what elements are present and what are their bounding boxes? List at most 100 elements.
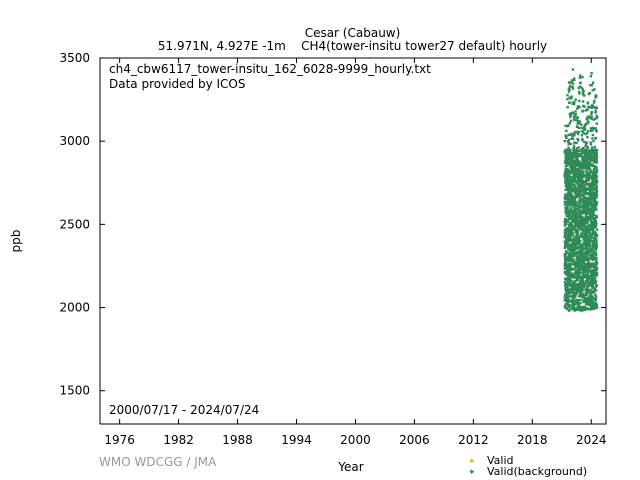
data-point [589,169,592,173]
data-point [585,212,589,216]
data-point [587,162,591,166]
data-point [584,264,587,268]
data-point [564,183,568,186]
data-point [565,161,568,164]
data-point [583,140,586,143]
data-point [581,186,584,189]
data-point [590,300,594,303]
data-point [592,199,595,202]
data-point [586,242,590,246]
y-tick-label: 1500 [59,384,90,398]
data-point [588,173,591,177]
data-point [586,205,589,208]
data-point [573,184,576,187]
data-point [570,191,573,194]
data-point [585,236,588,239]
y-tick-label: 3500 [59,51,90,65]
data-point [569,112,573,115]
data-point [590,244,593,247]
data-point [593,252,597,255]
data-point [572,188,575,191]
data-point [593,299,597,302]
data-point [563,203,567,206]
data-point [564,165,568,168]
data-point [570,171,573,174]
data-point [565,306,568,309]
data-point [577,241,580,244]
data-point [576,176,579,179]
data-point [565,285,569,288]
data-point [589,280,592,283]
data-point [581,261,584,264]
data-point [573,239,576,242]
data-point [577,267,580,270]
data-point [584,227,587,230]
data-point [574,247,577,251]
data-point [587,258,590,261]
data-point [564,207,568,211]
data-point [592,168,596,171]
data-point [595,257,598,260]
data-point [595,114,598,118]
data-point [582,296,585,299]
data-point [591,253,594,256]
data-point [573,209,576,212]
data-point [565,293,569,297]
data-point [591,223,594,227]
data-point [578,122,581,125]
data-point [589,228,592,231]
data-point [568,193,572,197]
data-point [564,157,568,160]
data-point [569,282,572,285]
data-point [592,305,596,308]
data-point [573,309,576,312]
data-point [575,222,578,225]
data-point [583,155,586,158]
data-point [579,298,582,302]
data-point [590,233,594,237]
data-point [576,204,579,207]
data-point [588,202,591,206]
data-point [585,164,589,168]
data-point [569,233,572,236]
data-point [581,130,584,133]
data-point [585,163,588,166]
data-point [592,101,596,104]
data-point [579,180,583,183]
data-point [595,237,598,240]
data-point [592,106,595,109]
data-point [574,230,577,233]
data-point [579,74,582,77]
data-point [571,112,574,115]
data-point [583,94,586,97]
data-point [576,137,579,141]
data-point [592,231,595,234]
data-point [594,186,598,189]
data-point [575,207,579,211]
data-point [590,307,593,310]
data-point [568,271,571,275]
data-point [570,161,574,164]
data-point [571,225,574,228]
data-point [567,299,571,302]
data-point [581,110,584,113]
data-point [582,271,585,274]
data-point [584,150,587,153]
data-point [577,180,581,184]
data-point [594,266,597,269]
x-tick-label: 1976 [104,433,135,447]
data-point [585,141,588,144]
data-point [568,308,572,311]
data-point [569,295,572,298]
data-point [592,224,595,227]
data-point [584,123,587,126]
data-point [563,139,566,143]
data-point [566,94,569,97]
data-point [572,170,575,173]
data-point [584,228,587,232]
data-point [570,196,573,200]
data-point [592,240,596,244]
data-point [573,179,576,182]
y-axis: 1500 2000 2500 3000 3500 [59,51,606,398]
data-point [563,236,567,239]
